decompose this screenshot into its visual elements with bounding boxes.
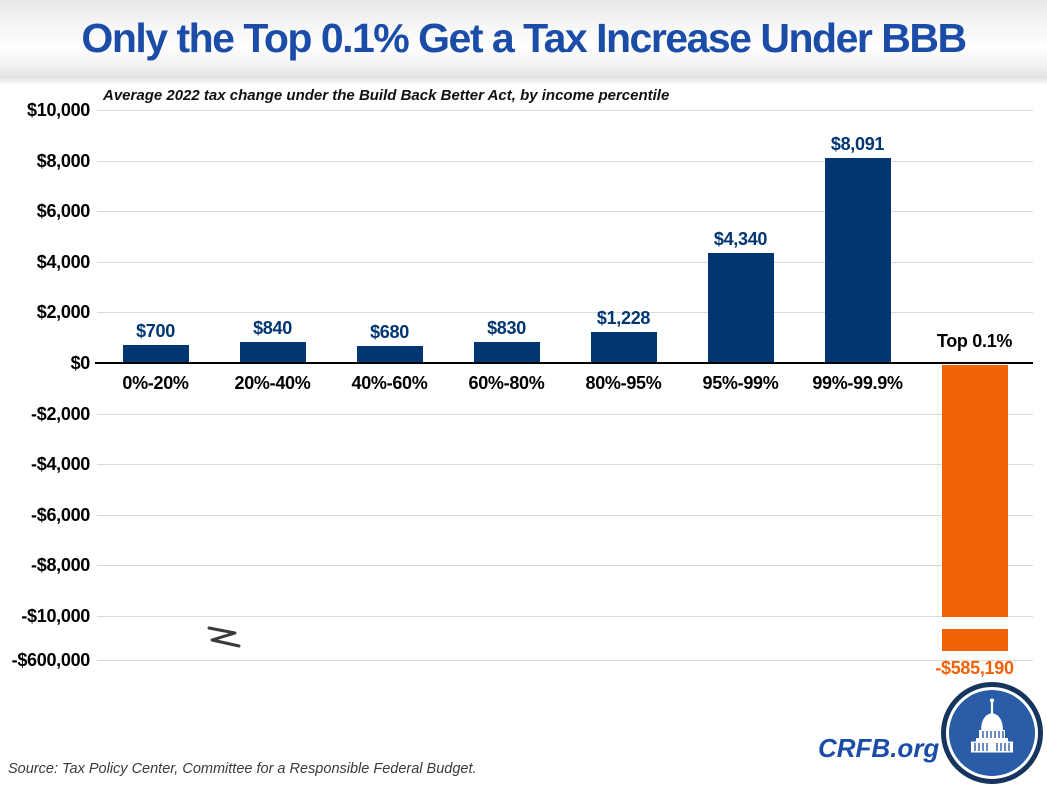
bar [707,253,774,363]
y-tick-label: $10,000 [27,100,90,120]
source-note: Source: Tax Policy Center, Committee for… [8,761,477,777]
gridline [97,160,1033,162]
chart-title: Only the Top 0.1% Get a Tax Increase Und… [81,15,967,61]
bar [590,331,657,363]
y-tick-label: $4,000 [36,251,91,272]
category-label: 99%-99.9% [812,373,903,393]
y-tick-label: $8,000 [36,150,91,171]
axis-break-icon [207,626,241,648]
bar [824,158,891,363]
gridline [97,413,1033,415]
bar [122,345,189,363]
gridline [97,110,1033,111]
y-tick-label: -$10,000 [21,606,90,626]
category-label: 95%-99% [702,373,779,393]
y-tick-label: -$2,000 [31,403,90,424]
bar [239,341,306,363]
bar-value-label: $4,340 [713,229,768,250]
category-label: Top 0.1% [936,331,1013,351]
gridline [97,565,1033,567]
chart-subtitle: Average 2022 tax change under the Build … [103,87,670,104]
category-label: 0%-20% [122,373,189,393]
y-tick-label: -$8,000 [31,555,90,576]
category-label: 60%-80% [468,373,545,393]
title-band [0,0,1047,86]
gridline [97,514,1033,516]
category-label: 40%-60% [351,373,428,393]
crfb-wordmark: CRFB.org [818,733,940,763]
bar-value-label: $840 [253,317,292,338]
bar [473,342,540,363]
category-label: 80%-95% [585,373,662,393]
gridline [97,312,1033,314]
category-label: 20%-40% [234,373,311,393]
y-tick-label: -$4,000 [31,454,90,475]
y-tick-label: -$600,000 [11,650,91,670]
bar-value-label: $830 [487,318,526,338]
gridline [97,660,1033,661]
bar [356,345,423,363]
zero-axis-line [95,362,1033,364]
gridline [97,464,1033,466]
y-tick-label: $6,000 [36,201,91,222]
negative-bar-lower-segment [941,629,1008,651]
gridline [97,616,1033,617]
capitol-dome-logo-icon [941,682,1043,784]
gridline [97,211,1033,213]
bar-value-label: $8,091 [830,134,885,155]
bar-value-label: -$585,190 [935,658,1014,678]
bar-value-label: $680 [370,321,409,342]
y-tick-label: $2,000 [36,302,91,323]
y-tick-label: -$6,000 [31,504,90,525]
bar-value-label: $700 [136,321,175,342]
negative-bar-upper-segment [941,365,1008,617]
bar-value-label: $1,228 [596,307,651,328]
gridline [97,261,1033,263]
y-tick-label: $0 [70,353,91,373]
